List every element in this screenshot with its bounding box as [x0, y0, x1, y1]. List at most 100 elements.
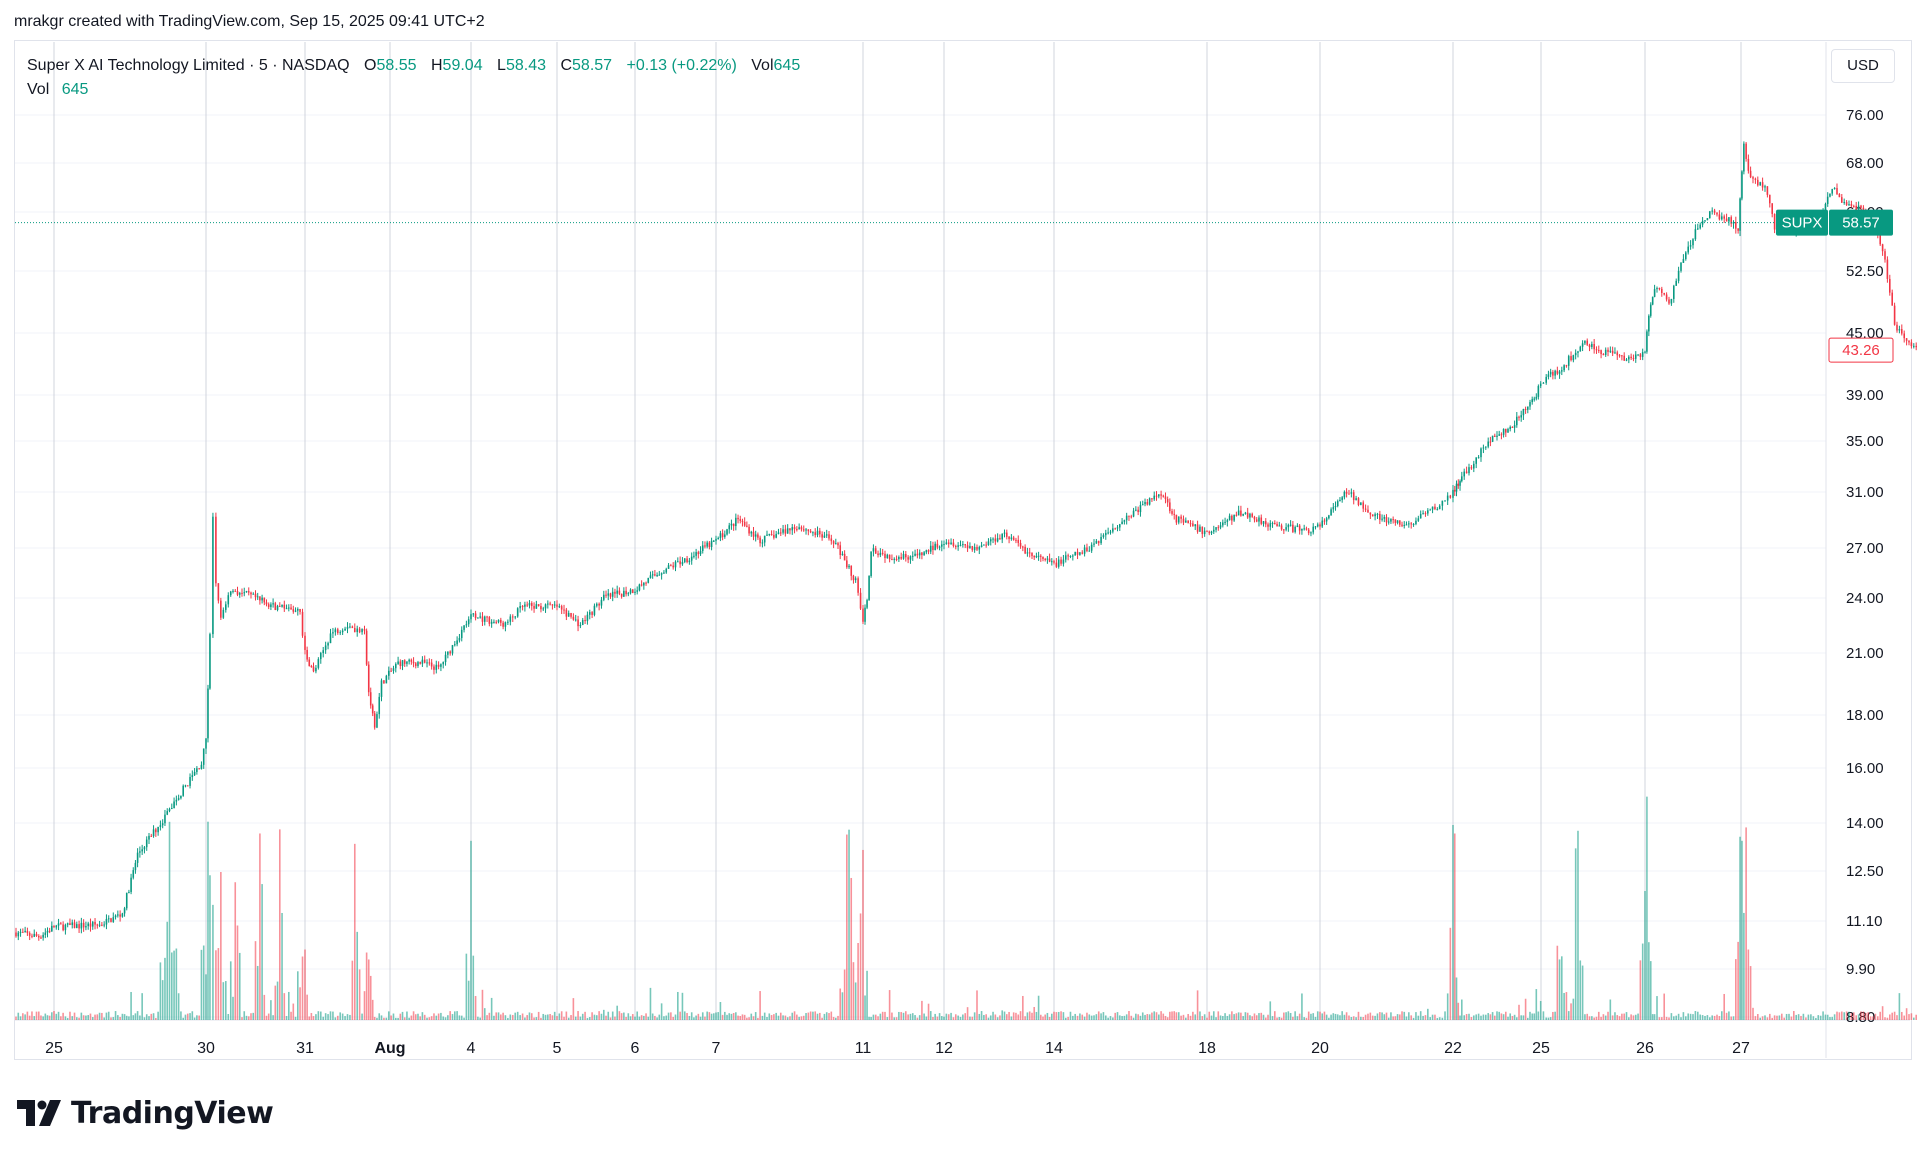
volume-bar [1673, 1016, 1675, 1020]
volume-bar [560, 1011, 563, 1020]
candle-body [234, 590, 237, 592]
volume-bar [1334, 1013, 1337, 1020]
volume-study-label[interactable]: Vol [27, 81, 50, 98]
volume-bar [663, 1016, 665, 1020]
volume-bar [1015, 1012, 1017, 1020]
volume-bar [292, 1003, 295, 1020]
volume-bar [712, 1013, 715, 1020]
candle-body [1125, 515, 1128, 521]
volume-bar [1498, 1011, 1500, 1020]
candle-body [1292, 524, 1294, 532]
candle-body [1843, 202, 1845, 204]
candle-body [447, 651, 449, 655]
candle-body [735, 517, 737, 527]
candle-body [514, 616, 517, 618]
candle-body [1162, 495, 1165, 497]
candle-body [816, 530, 819, 536]
volume-bar [940, 1016, 943, 1020]
volume-bar [551, 1015, 554, 1020]
volume-bar [1086, 1012, 1088, 1020]
candle-body [1595, 349, 1598, 351]
volume-bar [1822, 1011, 1824, 1020]
volume-bar [1336, 1014, 1339, 1020]
candle-body [1910, 342, 1913, 347]
candle-body [1637, 354, 1639, 356]
candle-body [640, 584, 643, 586]
volume-bar [417, 1013, 419, 1020]
candle-body [1520, 415, 1522, 418]
volume-bar [488, 1012, 491, 1020]
volume-bar [1616, 1015, 1619, 1020]
candle-body [843, 553, 846, 561]
volume-bar [465, 953, 468, 1020]
candle-body [272, 603, 274, 605]
candle-body [281, 604, 283, 607]
volume-bar [22, 1013, 24, 1020]
volume-bar [1609, 999, 1612, 1020]
volume-bar [365, 952, 368, 1020]
time-tick-label: Aug [374, 1040, 405, 1057]
candle-body [317, 659, 320, 668]
volume-bar [1648, 942, 1650, 1020]
candle-body [1607, 349, 1609, 352]
volume-bar [1491, 1012, 1494, 1020]
candle-body [658, 574, 661, 576]
candle-body [821, 534, 823, 538]
candle-body [1766, 186, 1769, 195]
candle-body [866, 600, 868, 608]
tradingview-brand[interactable]: TradingView [17, 1093, 274, 1133]
symbol-name[interactable]: Super X AI Technology Limited [27, 57, 245, 74]
volume-bar [593, 1014, 596, 1020]
volume-bar [577, 1011, 579, 1020]
volume-bar [609, 1017, 612, 1020]
volume-bar [1630, 1014, 1632, 1020]
candle-body [212, 516, 214, 635]
candle-body [872, 548, 875, 552]
candle-body [779, 532, 782, 534]
symbol-badge[interactable] [1776, 209, 1828, 236]
volume-bar [1529, 1011, 1531, 1020]
volume-bar [743, 1014, 746, 1020]
candle-body [324, 645, 327, 651]
candle-body [406, 661, 408, 664]
candle-body [159, 825, 162, 827]
volume-bar [791, 1012, 794, 1020]
volume-bar [584, 1011, 586, 1020]
volume-bar [227, 1014, 230, 1020]
volume-bar [1685, 1016, 1687, 1020]
volume-bar [1730, 1016, 1733, 1020]
volume-bar [1210, 1015, 1213, 1020]
current-price-badge [1829, 209, 1893, 236]
candle-body [509, 616, 512, 622]
candle-body [1769, 194, 1771, 204]
volume-bar [586, 1017, 589, 1020]
candle-body [940, 544, 943, 547]
volume-bar [1262, 1014, 1265, 1020]
volume-bar [378, 1013, 381, 1020]
candle-body [877, 553, 879, 556]
last-price-badge [1828, 337, 1894, 363]
volume-bar [535, 1017, 538, 1020]
candle-body [1649, 304, 1652, 316]
candle-body [798, 527, 800, 530]
candle-body [1298, 525, 1301, 531]
volume-bar [598, 1011, 600, 1020]
currency-button[interactable]: USD [1831, 49, 1895, 83]
volume-bar [1754, 1016, 1757, 1020]
volume-bar [1008, 1011, 1010, 1020]
candle-body [724, 534, 726, 537]
volume-bar [301, 956, 304, 1020]
candle-body [839, 545, 842, 555]
volume-bar [757, 1017, 759, 1020]
volume-bar [157, 1011, 159, 1020]
interval-label[interactable]: 5 [258, 57, 268, 74]
candle-body [121, 913, 124, 917]
volume-bar [1819, 1015, 1822, 1020]
volume-bar [1192, 1011, 1194, 1020]
candle-body [1507, 429, 1509, 433]
candle-body [1749, 170, 1752, 178]
candle-body [1732, 221, 1735, 224]
volume-bar [1037, 995, 1040, 1020]
volume-bar [69, 1011, 71, 1020]
